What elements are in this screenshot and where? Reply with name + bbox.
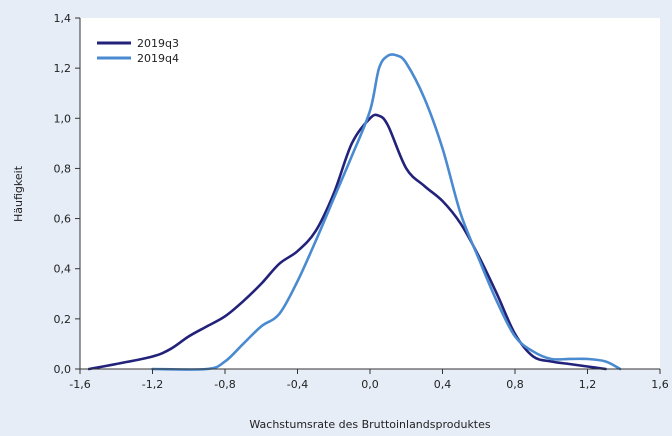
x-tick-label: -0,8 bbox=[214, 378, 235, 391]
y-axis-label: Häufigkeit bbox=[12, 165, 25, 222]
x-axis-label: Wachstumsrate des Bruttoinlandsproduktes bbox=[249, 418, 491, 431]
legend: 2019q3 2019q4 bbox=[97, 37, 179, 65]
legend-label-2019q3: 2019q3 bbox=[137, 37, 179, 50]
x-tick-label: -1,2 bbox=[142, 378, 163, 391]
x-tick-label: 1,6 bbox=[651, 378, 669, 391]
x-tick-label: 1,2 bbox=[579, 378, 597, 391]
series-layer bbox=[87, 53, 622, 371]
x-tick-label: -0,4 bbox=[287, 378, 308, 391]
series-line-2019q4 bbox=[151, 53, 622, 371]
x-tick-label: 0,8 bbox=[506, 378, 524, 391]
y-ticks: 0,0 0,2 0,4 0,6 0,8 1,0 1,2 1,4 bbox=[54, 12, 80, 376]
x-ticks: -1,6 -1,2 -0,8 -0,4 0,0 0,4 0,8 1,2 1,6 bbox=[69, 369, 669, 391]
y-tick-label: 0,4 bbox=[54, 263, 72, 276]
y-tick-label: 0,2 bbox=[54, 313, 72, 326]
x-tick-label: 0,4 bbox=[434, 378, 452, 391]
legend-label-2019q4: 2019q4 bbox=[137, 52, 179, 65]
plot-area bbox=[80, 18, 660, 369]
y-tick-label: 0,8 bbox=[54, 162, 72, 175]
y-tick-label: 0,0 bbox=[54, 363, 72, 376]
y-tick-label: 1,4 bbox=[54, 12, 72, 25]
y-tick-label: 1,0 bbox=[54, 112, 72, 125]
x-tick-label: 0,0 bbox=[361, 378, 379, 391]
y-tick-label: 1,2 bbox=[54, 62, 72, 75]
y-tick-label: 0,6 bbox=[54, 213, 72, 226]
x-tick-label: -1,6 bbox=[69, 378, 90, 391]
